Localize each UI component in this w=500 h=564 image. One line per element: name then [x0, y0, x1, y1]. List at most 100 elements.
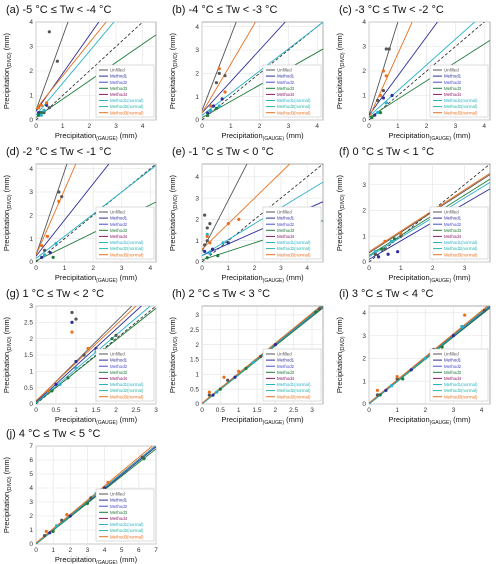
legend-label: Method3	[110, 228, 128, 233]
y-tick-label: 1	[195, 94, 199, 101]
y-axis-label: Precipitation(DIVD) (mm)	[2, 32, 13, 109]
series-fit-line	[369, 188, 490, 260]
data-point	[396, 250, 400, 254]
legend-label: Method1	[110, 216, 128, 221]
panel-title: (d) -2 °C ≤ Tw < -1 °C	[6, 146, 111, 158]
legend-label: Method3	[277, 228, 295, 233]
series-fit-line	[36, 22, 115, 116]
data-point	[399, 234, 403, 238]
data-point	[210, 247, 215, 251]
y-tick-label: 2	[29, 513, 33, 520]
data-point	[423, 356, 427, 361]
one-to-one-line	[369, 22, 485, 120]
legend-label: Method1	[110, 358, 128, 363]
legend: UnfilledMethod1Method2Method3Method4Meth…	[429, 64, 489, 118]
legend: UnfilledMethod1Method2Method3Method4Meth…	[262, 348, 322, 402]
data-point	[217, 104, 221, 108]
x-axis-label: Precipitation(GAUGE) (mm)	[221, 131, 304, 142]
x-tick-label: 3	[452, 407, 456, 414]
chart-panel: (e) -1 °C ≤ Tw < 0 °C0 1 2 3 401234UnfilledM…	[168, 146, 324, 284]
y-tick-label: 6	[29, 457, 33, 464]
data-point	[381, 89, 386, 93]
y-axis-label: Precipitation(DIVD) (mm)	[335, 32, 346, 109]
y-tick-label: 1	[362, 378, 366, 385]
legend-label: Method1	[444, 74, 462, 79]
y-tick-label: 1	[29, 93, 33, 100]
data-point	[45, 103, 49, 107]
x-tick-label: 0	[367, 123, 371, 130]
y-tick-label: 4	[29, 166, 33, 173]
data-point	[314, 310, 318, 314]
legend: UnfilledMethod1Method2Method3Method4Meth…	[95, 348, 155, 402]
y-tick-label: 2	[362, 356, 366, 363]
y-tick-label: 1	[195, 238, 199, 245]
x-tick-label: 3	[310, 407, 314, 414]
data-point	[226, 378, 230, 382]
x-tick-label: 2	[274, 407, 278, 414]
series-fit-line	[202, 22, 286, 114]
x-axis-label: Precipitation(GAUGE) (mm)	[55, 273, 138, 284]
data-point	[70, 310, 74, 315]
y-tick-label: 0	[362, 117, 366, 124]
data-point	[384, 47, 388, 51]
legend-label: Method1	[444, 216, 462, 221]
series-fit-line	[369, 178, 490, 256]
series-fit-line	[202, 22, 257, 114]
data-point	[74, 317, 78, 321]
data-point	[44, 529, 48, 534]
data-point	[386, 252, 390, 256]
y-tick-label: 3	[195, 195, 199, 202]
data-point	[42, 248, 47, 252]
data-point	[214, 106, 219, 110]
x-axis-label: Precipitation(GAUGE) (mm)	[221, 415, 304, 426]
x-tick-label: 3	[463, 265, 467, 272]
data-point	[47, 30, 51, 34]
x-tick-label: 1	[51, 547, 55, 554]
data-point	[57, 199, 61, 203]
y-tick-label: 3	[362, 333, 366, 340]
data-point	[226, 222, 230, 226]
legend-label: Method1	[277, 216, 295, 221]
series-fit-line	[202, 48, 323, 119]
x-tick-label: 1.5	[91, 407, 100, 414]
x-tick-label: 3	[86, 547, 90, 554]
legend-label: Method3	[110, 510, 128, 515]
data-point	[389, 239, 393, 243]
y-tick-label: 3	[195, 47, 199, 54]
y-tick-label: 3	[29, 189, 33, 196]
chart-panel: (b) -4 °C ≤ Tw < -3 °C 0 1 2 3 4 0 1 2 3 4 Unfilled…	[168, 4, 324, 142]
data-point	[40, 255, 44, 259]
x-tick-label: 4	[480, 407, 484, 414]
legend-label: Method2	[444, 364, 462, 369]
data-point	[378, 393, 382, 397]
x-tick-label: 2	[88, 123, 92, 130]
data-point	[395, 375, 399, 379]
panel-title: (i) 3 °C ≤ Tw < 4 °C	[339, 288, 433, 300]
data-point	[205, 256, 209, 260]
y-tick-label: 4	[195, 174, 199, 181]
data-point	[208, 222, 212, 226]
legend-label: Method2	[277, 222, 295, 227]
x-tick-label: 4	[315, 123, 319, 130]
y-tick-label: 0	[29, 259, 33, 266]
data-point	[205, 234, 209, 239]
data-point	[54, 382, 58, 386]
legend-label: Method2	[110, 364, 128, 369]
series-fit-line	[202, 22, 237, 111]
data-point	[74, 359, 78, 364]
x-tick-label: 2	[431, 265, 435, 272]
series-fit-line	[36, 306, 137, 402]
data-point	[401, 377, 405, 381]
x-tick-label: 2	[423, 407, 427, 414]
x-axis-label: Precipitation(GAUGE) (mm)	[55, 415, 138, 426]
x-tick-label: 0.5	[51, 407, 60, 414]
legend-label: Method3	[277, 86, 295, 91]
legend: UnfilledMethod1Method2Method3Method4Meth…	[262, 64, 322, 118]
legend-label: Method3	[444, 370, 462, 375]
x-tick-label: 0	[34, 123, 38, 130]
x-axis-label: Precipitation(GAUGE) (mm)	[388, 131, 471, 142]
data-point	[451, 334, 456, 338]
data-point	[60, 195, 64, 199]
data-point	[222, 375, 226, 379]
chart-panel: (j) 4 °C ≤ Tw < 5 °C 0 1 2 3 4 5 6 7 0 1 2 3 4 5 6 7 Unfi…	[2, 428, 158, 564]
